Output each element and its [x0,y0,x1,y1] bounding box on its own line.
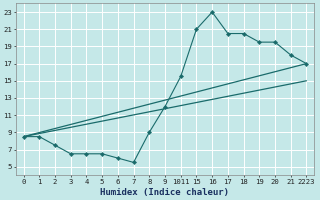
X-axis label: Humidex (Indice chaleur): Humidex (Indice chaleur) [100,188,229,197]
